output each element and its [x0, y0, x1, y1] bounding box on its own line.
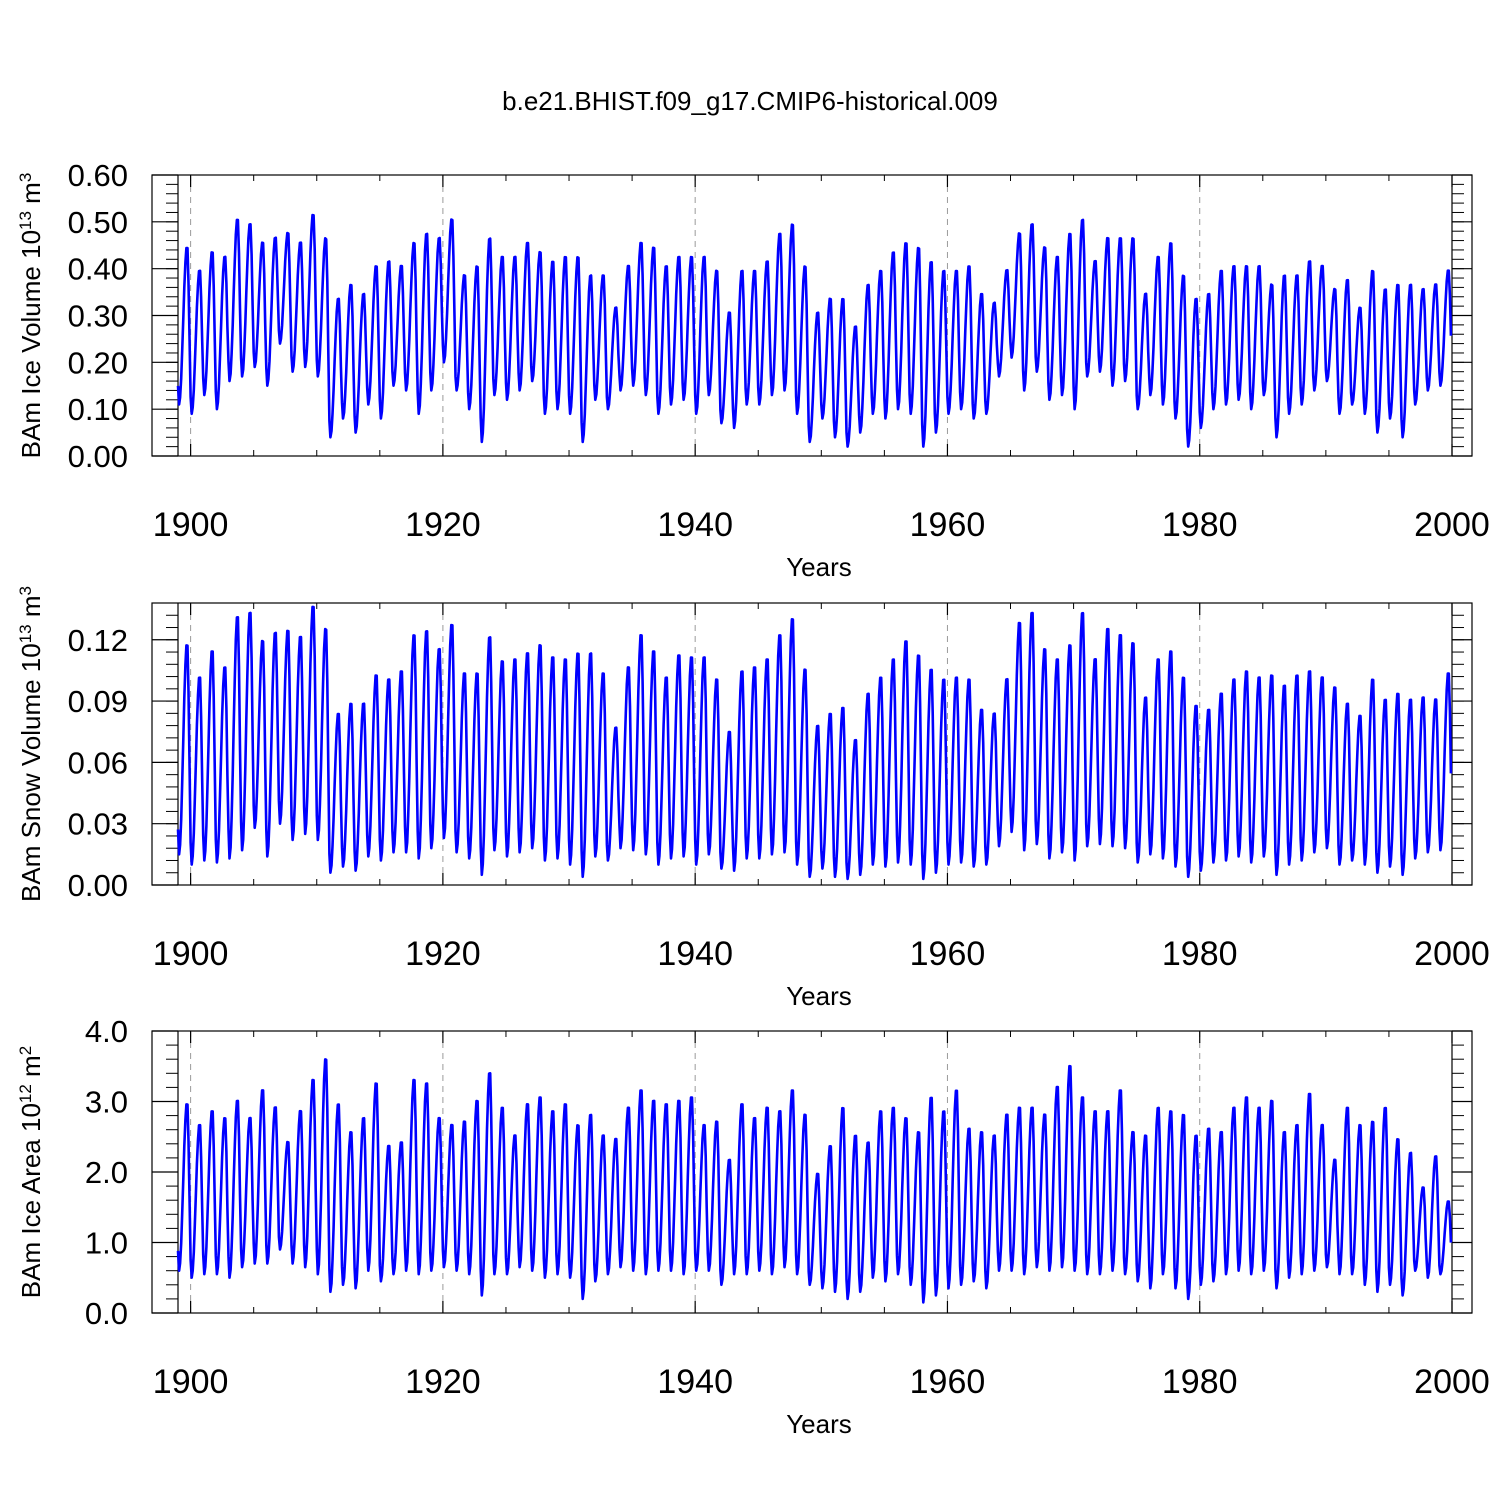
y-axis-label: BAm Ice Area 1012 m2: [16, 1046, 47, 1298]
y-tick-label: 0.40: [68, 252, 128, 287]
y-tick-label: 1.0: [85, 1226, 128, 1261]
series-line-bam-ice-area: [176, 1058, 1453, 1304]
x-tick-label: 1940: [657, 935, 733, 973]
x-tick-label: 1960: [910, 1363, 986, 1401]
x-tick-label: 1960: [910, 935, 986, 973]
x-tick-label: 1920: [405, 1363, 481, 1401]
x-tick-label: 2000: [1414, 506, 1490, 544]
y-tick-label: 0.09: [68, 684, 128, 719]
y-axis-label: BAm Ice Volume 1013 m3: [16, 173, 47, 459]
x-axis-label: Years: [786, 552, 852, 582]
plots-container: 1900 1920 1940 1960 1980 2000 0.00 0.10 0.20 0.30…: [16, 158, 1490, 1439]
y-tick-label: 0.20: [68, 345, 128, 380]
chart-panel-1: 1900 1920 1940 1960 1980 2000 0.00 0.10 0.20 0.30…: [16, 158, 1490, 582]
y-tick-label: 0.06: [68, 745, 128, 780]
x-axis-label: Years: [786, 981, 852, 1011]
x-tick-label: 1980: [1162, 1363, 1238, 1401]
series-line-bam-ice-volume: [176, 213, 1453, 448]
x-axis-label: Years: [786, 1409, 852, 1439]
y-tick-label: 0.00: [68, 439, 128, 474]
chart-panel-2: 1900 1920 1940 1960 1980 2000 0.00 0.03 0.06 0.09…: [16, 586, 1490, 1011]
x-tick-label: 1940: [657, 1363, 733, 1401]
series-line-bam-snow-volume: [176, 605, 1453, 881]
y-tick-label: 2.0: [85, 1155, 128, 1190]
x-tick-label: 1980: [1162, 506, 1238, 544]
y-tick-label: 0.12: [68, 623, 128, 658]
x-tick-label: 1980: [1162, 935, 1238, 973]
x-tick-label: 1960: [910, 506, 986, 544]
y-tick-label: 0.50: [68, 205, 128, 240]
x-tick-label: 1920: [405, 506, 481, 544]
y-tick-label: 0.10: [68, 392, 128, 427]
x-tick-label: 1900: [153, 935, 229, 973]
y-tick-label: 3.0: [85, 1085, 128, 1120]
y-tick-label: 4.0: [85, 1014, 128, 1049]
figure-title: b.e21.BHIST.f09_g17.CMIP6-historical.009: [502, 86, 998, 116]
y-tick-label: 0.03: [68, 807, 128, 842]
plot-frame: [151, 602, 1473, 886]
y-tick-label: 0.0: [85, 1296, 128, 1331]
y-tick-label: 0.30: [68, 299, 128, 334]
x-tick-label: 1900: [153, 506, 229, 544]
y-tick-label: 0.60: [68, 158, 128, 193]
x-tick-label: 2000: [1414, 935, 1490, 973]
chart-panel-3: 1900 1920 1940 1960 1980 2000 0.0 1.0 2.0 3.0 4.0 B…: [16, 1014, 1490, 1439]
x-tick-label: 1900: [153, 1363, 229, 1401]
x-tick-label: 1940: [657, 506, 733, 544]
x-tick-label: 1920: [405, 935, 481, 973]
y-tick-label: 0.00: [68, 868, 128, 903]
x-tick-label: 2000: [1414, 1363, 1490, 1401]
y-axis-label: BAm Snow Volume 1013 m3: [16, 586, 47, 902]
